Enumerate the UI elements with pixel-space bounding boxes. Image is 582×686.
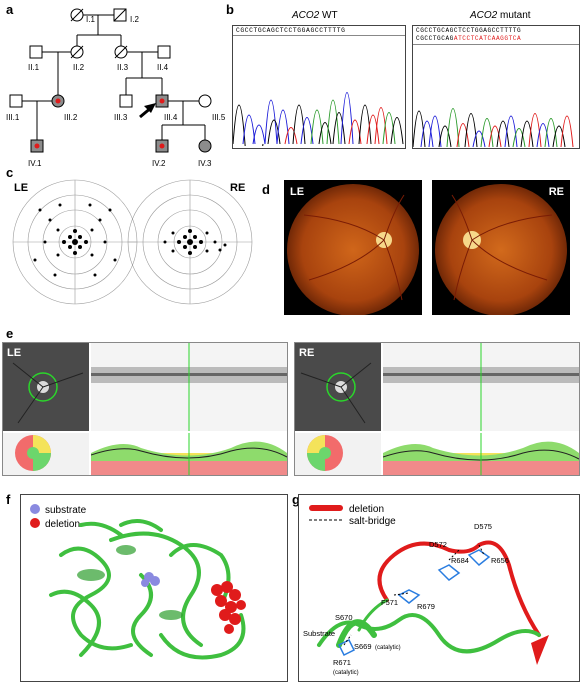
deletion-arrow-head	[531, 635, 549, 665]
panel-label-f: f	[6, 492, 11, 507]
res-R684: R684	[451, 556, 469, 565]
label-IV3: IV.3	[198, 159, 212, 168]
label-III2: III.2	[64, 113, 78, 122]
res-S669-note: (catalytic)	[375, 645, 401, 651]
oct-left-sector	[3, 433, 89, 475]
panel-label-a: a	[6, 2, 14, 17]
label-I1: I.1	[86, 15, 95, 24]
panel-label-e: e	[6, 326, 14, 341]
legend-deletion-g: deletion	[349, 504, 384, 515]
deletion-legend-bar	[309, 505, 343, 511]
label-II1: II.1	[28, 63, 40, 72]
label-III5: III.5	[212, 113, 226, 122]
mutant-sequence: CGCCTGCAGCTCCTGGAGCCTTTTG CGCCTGCAGATCCT…	[413, 26, 579, 45]
visual-field-plots: LE RE	[12, 179, 253, 305]
pedigree-chart: I.1 I.2 II.1 II.2 II.3 II.4 III.1 III.2 …	[6, 8, 226, 168]
res-S669: S669	[354, 642, 372, 651]
vf-left-label: LE	[14, 182, 28, 194]
fundus-right: RE	[432, 180, 570, 315]
mutant-chromatogram: CGCCTGCAGCTCCTGGAGCCTTTTG CGCCTGCAGATCCT…	[412, 25, 580, 149]
pedigree-III3-square	[119, 94, 133, 108]
panel-label-b: b	[226, 2, 234, 17]
pedigree-III1-square	[9, 94, 23, 108]
label-IV1: IV.1	[28, 159, 42, 168]
wt-trace	[232, 92, 404, 184]
mutant-sequence-line2: CGCCTGCAGATCCTCATCAAGGTCA	[416, 35, 576, 43]
fundus-left: LE	[284, 180, 422, 315]
res-D575: D575	[474, 522, 492, 531]
oct-left-label: LE	[7, 347, 22, 359]
label-I2: I.2	[130, 15, 139, 24]
oct-right: RE	[294, 342, 580, 476]
res-R656: R656	[491, 556, 509, 565]
pedigree-II4-square	[157, 45, 171, 59]
oct-right-bscan	[383, 343, 579, 431]
res-D572: D572	[429, 540, 447, 549]
wt-title: ACO2 WT	[292, 10, 338, 21]
fundus-right-label: RE	[548, 186, 564, 198]
wt-sequence: CGCCTGCAGCTCCTGGAGCCTTTTG	[233, 26, 405, 36]
label-III1: III.1	[6, 113, 20, 122]
legend-saltbridge: salt-bridge	[349, 516, 396, 527]
oct-right-slo	[295, 343, 381, 431]
fundus-left-label: LE	[290, 186, 305, 198]
pedigree-IV3-circle	[198, 139, 212, 153]
deletion-spheres	[211, 581, 246, 634]
substrate-legend-icon	[30, 504, 40, 514]
res-R671-note: (catalytic)	[333, 670, 359, 676]
label-II3: II.3	[117, 63, 129, 72]
oct-right-thickness-plot	[382, 433, 579, 475]
oct-left: LE	[2, 342, 288, 476]
vf-left-points	[33, 203, 117, 277]
wt-chromatogram: CGCCTGCAGCTCCTGGAGCCTTTTG	[232, 25, 406, 184]
res-S670: S670	[335, 613, 353, 622]
pedigree-II1-square	[29, 45, 43, 59]
deletion-legend-icon	[30, 518, 40, 528]
oct-left-slo	[3, 343, 89, 431]
mutation-dot-III2	[55, 98, 61, 104]
oct-left-bscan	[91, 343, 287, 431]
legend-deletion: deletion	[45, 519, 80, 530]
mutation-dot-IV2	[159, 143, 165, 149]
vf-right-points	[163, 229, 227, 255]
proband-arrow	[139, 103, 156, 119]
res-R671: R671	[333, 658, 351, 667]
mutant-sequence-line1: CGCCTGCAGCTCCTGGAGCCTTTTG	[416, 27, 522, 34]
oct-right-label: RE	[299, 347, 315, 359]
label-II4: II.4	[157, 63, 169, 72]
mutant-seq-normal: CGCCTGCAG	[416, 35, 454, 42]
panel-label-g: g	[292, 492, 300, 507]
mutation-dot-III4	[159, 98, 165, 104]
label-II2: II.2	[73, 63, 85, 72]
protein-structure: substrate deletion	[20, 494, 288, 682]
res-F571: F571	[381, 598, 398, 607]
substrate-spheres	[141, 572, 160, 587]
label-III3: III.3	[114, 113, 128, 122]
legend-substrate: substrate	[45, 505, 87, 516]
panel-label-d: d	[262, 182, 270, 197]
mutant-title: ACO2 mutant	[470, 10, 531, 21]
label-IV2: IV.2	[152, 159, 166, 168]
pedigree-III5-circle	[198, 94, 212, 108]
res-R679: R679	[417, 602, 435, 611]
oct-right-sector	[295, 433, 381, 475]
res-substrate: Substrate	[303, 629, 335, 638]
salt-bridge-detail: deletion salt-bridge D575 D572 R684 R656	[298, 494, 580, 682]
oct-left-thickness-plot	[90, 433, 287, 475]
panel-label-c: c	[6, 165, 14, 180]
label-III4: III.4	[164, 113, 178, 122]
mutation-dot-IV1	[34, 143, 40, 149]
mutant-trace	[412, 108, 574, 148]
vf-right-label: RE	[230, 182, 245, 194]
mutant-seq-deletion: ATCCTCATCAAGGTCA	[453, 35, 522, 42]
